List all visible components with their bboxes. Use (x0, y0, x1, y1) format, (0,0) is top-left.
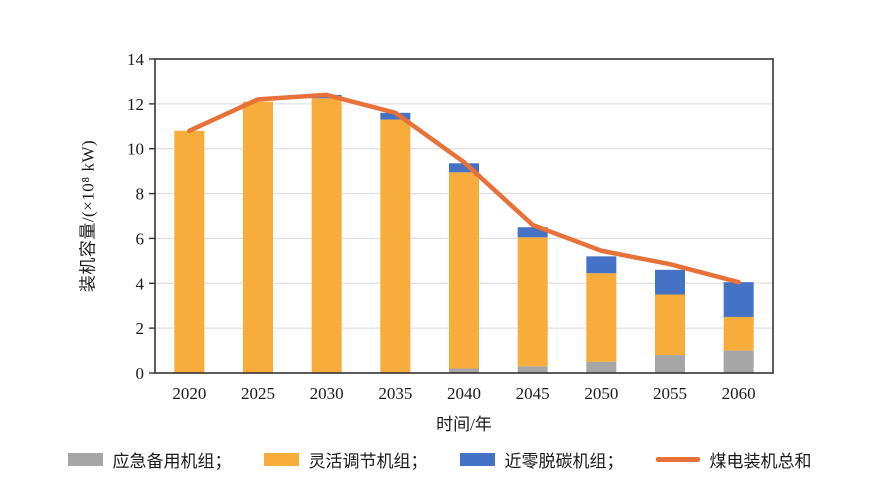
legend-swatch-blue (459, 453, 495, 466)
legend-swatch-line (655, 457, 700, 462)
x-tick-label: 2045 (516, 384, 550, 403)
legend-label: 近零脱碳机组； (504, 452, 624, 471)
bar-segment (174, 130, 205, 373)
legend-label: 灵活调节机组； (308, 452, 428, 471)
x-tick-label: 2035 (378, 384, 412, 403)
bar-segment (380, 112, 411, 120)
bar-segment (655, 294, 685, 356)
bar-segment (243, 101, 273, 373)
x-tick-label: 2055 (653, 384, 687, 403)
y-tick-label: 12 (127, 95, 144, 114)
x-tick-label: 2040 (447, 384, 481, 403)
y-axis-title: 装机容量/(×10⁸ kW) (78, 139, 98, 293)
legend-swatch-gray (67, 453, 103, 466)
bar-segment (449, 368, 479, 373)
total-line (187, 92, 741, 285)
plot-frame (154, 58, 774, 374)
bar-segment (655, 269, 685, 295)
bar-segment (586, 273, 617, 362)
x-tick-label: 2050 (584, 384, 618, 403)
bar-segment (380, 119, 411, 373)
legend-label: 煤电装机总和 (709, 452, 812, 471)
bar-segment (449, 172, 479, 369)
bar-segment (723, 350, 754, 373)
y-tick-label: 8 (136, 185, 145, 204)
bar-segment (723, 316, 754, 351)
bar-segment (517, 237, 548, 367)
x-tick-label: 2060 (722, 384, 756, 403)
bar-segment (517, 366, 548, 373)
y-tick-label: 10 (127, 140, 144, 159)
bar-segment (449, 163, 479, 173)
bar-segment (517, 227, 548, 238)
legend: 应急备用机组； 灵活调节机组； 近零脱碳机组； 煤电装机总和 (0, 447, 879, 472)
legend-item-near-zero-carbon: 近零脱碳机组； (459, 447, 624, 472)
y-tick-label: 2 (136, 319, 145, 338)
x-tick-label: 2025 (241, 384, 275, 403)
y-tick-label: 0 (136, 364, 145, 383)
x-axis-title: 时间/年 (436, 415, 492, 434)
legend-label: 应急备用机组； (112, 452, 232, 471)
legend-swatch-orange (263, 453, 299, 466)
x-tick-label: 2030 (310, 384, 344, 403)
legend-item-emergency-backup: 应急备用机组； (67, 447, 232, 472)
y-tick-label: 4 (136, 274, 145, 293)
bar-segment (311, 98, 342, 373)
y-tick-label: 6 (136, 229, 145, 248)
legend-item-total-line: 煤电装机总和 (655, 447, 812, 472)
legend-item-flexible-regulation: 灵活调节机组； (263, 447, 428, 472)
bar-segment (655, 355, 685, 373)
bar-segment (723, 282, 754, 317)
bar-segment (586, 361, 617, 373)
y-tick-label: 14 (127, 50, 145, 69)
bar-segment (586, 256, 617, 274)
x-tick-label: 2020 (172, 384, 206, 403)
